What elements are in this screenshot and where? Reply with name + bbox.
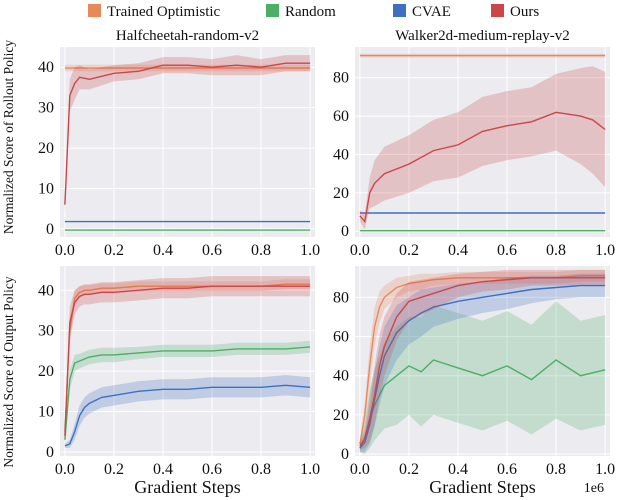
- x-tick-label: 0.0: [55, 461, 75, 478]
- y-tick-label: 30: [38, 100, 54, 117]
- series-band: [64, 276, 311, 442]
- x-axis-label: Gradient Steps: [429, 477, 535, 497]
- x-tick-label: 0.8: [251, 242, 271, 259]
- panel-title: Halfcheetah-random-v2: [116, 28, 259, 44]
- y-tick-label: 20: [333, 185, 349, 202]
- y-tick-label: 0: [46, 444, 54, 461]
- y-tick-label: 60: [333, 108, 349, 125]
- x-tick-label: 0.0: [55, 242, 75, 259]
- y-tick-label: 80: [333, 289, 349, 306]
- legend-label: Random: [285, 4, 336, 20]
- series-band: [359, 269, 606, 449]
- legend-item: Trained Optimistic: [88, 4, 221, 20]
- series-line: [64, 62, 311, 205]
- x-tick-label: 1.0: [595, 242, 615, 259]
- x-tick-label: 0.6: [202, 242, 222, 259]
- legend-item: Ours: [491, 4, 539, 20]
- x-tick-label: 0.8: [251, 461, 271, 478]
- series-band: [359, 66, 606, 230]
- series-line: [359, 111, 606, 224]
- x-tick-label: 0.4: [153, 242, 173, 259]
- x-tick-label: 0.6: [497, 461, 517, 478]
- x-tick-label: 0.4: [448, 242, 468, 259]
- legend-item: Random: [266, 4, 336, 20]
- y-tick-label: 10: [38, 404, 54, 421]
- x-tick-label: 0.2: [104, 242, 124, 259]
- chart-panel: Walker2d-medium-replay-v2 0.0 0.2 0.4 0.6 0.8…: [333, 28, 615, 259]
- y-tick-label: 0: [46, 221, 54, 238]
- plot-area: [60, 47, 315, 237]
- series-line: [64, 346, 311, 440]
- series-band: [359, 301, 606, 454]
- x-tick-label: 0.2: [399, 461, 419, 478]
- series-band: [64, 340, 311, 446]
- y-tick-label: 40: [333, 368, 349, 385]
- legend-label: Ours: [510, 4, 539, 20]
- y-tick-label: 0: [341, 446, 349, 463]
- chart-panel: 0.0 0.2 0.4 0.6 0.8 1.0 0 10 20 30 40 Gradient Step…: [38, 266, 320, 497]
- series-line: [64, 384, 311, 447]
- y-axis-label: Normalized Score of Output Policy: [1, 276, 16, 467]
- series-band: [64, 55, 311, 213]
- legend-swatch: [491, 4, 504, 17]
- chart-panel: Halfcheetah-random-v2 0.0 0.2 0.4 0.6 0.8 1.0 0…: [38, 28, 320, 259]
- y-tick-label: 0: [341, 223, 349, 240]
- y-tick-label: 20: [38, 140, 54, 157]
- x-tick-label: 0.8: [546, 242, 566, 259]
- plot-area: [355, 47, 610, 237]
- series-line: [359, 284, 606, 449]
- y-tick-label: 20: [333, 407, 349, 424]
- legend-swatch: [88, 4, 101, 17]
- y-tick-label: 30: [38, 323, 54, 340]
- series-band: [359, 269, 606, 451]
- chart-panel: 0.0 0.2 0.4 0.6 0.8 1.0 0 20 40 60 80 Gradient Step…: [333, 266, 615, 497]
- x-tick-label: 1.0: [595, 461, 615, 478]
- plot-area: [60, 266, 315, 456]
- y-tick-label: 40: [38, 282, 54, 299]
- legend-label: CVAE: [412, 4, 451, 20]
- series-line: [359, 277, 606, 447]
- x-tick-label: 1.0: [300, 461, 320, 478]
- legend-swatch: [266, 4, 279, 17]
- x-axis-label: Gradient Steps: [134, 477, 240, 497]
- y-tick-label: 40: [333, 146, 349, 163]
- legend-item: CVAE: [393, 4, 451, 20]
- row-labels: Normalized Score of Rollout Policy Normal…: [1, 40, 16, 468]
- series-line: [64, 285, 311, 436]
- x-tick-label: 0.4: [448, 461, 468, 478]
- x-tick-label: 0.0: [350, 461, 370, 478]
- y-tick-label: 10: [38, 180, 54, 197]
- x-tick-label: 0.6: [497, 242, 517, 259]
- y-axis-label: Normalized Score of Rollout Policy: [1, 40, 16, 234]
- legend-swatch: [393, 4, 406, 17]
- y-tick-label: 20: [38, 363, 54, 380]
- x-tick-label: 0.2: [104, 461, 124, 478]
- x-tick-label: 0.6: [202, 461, 222, 478]
- panel-title: Walker2d-medium-replay-v2: [395, 28, 570, 44]
- x-tick-label: 0.4: [153, 461, 173, 478]
- x-tick-label: 0.2: [399, 242, 419, 259]
- y-tick-label: 60: [333, 329, 349, 346]
- panels: Halfcheetah-random-v20.0 0.2 0.4 0.6 0.8 1.00…: [38, 28, 615, 497]
- x-tick-label: 1.0: [300, 242, 320, 259]
- x-scale-label: 1e6: [584, 481, 604, 496]
- x-tick-label: 0.0: [350, 242, 370, 259]
- legend: Trained Optimistic Random CVAE Ours: [88, 4, 539, 20]
- x-tick-label: 0.8: [546, 461, 566, 478]
- legend-label: Trained Optimistic: [107, 4, 221, 20]
- y-tick-label: 80: [333, 70, 349, 87]
- y-tick-label: 40: [38, 59, 54, 76]
- series-band: [359, 273, 606, 453]
